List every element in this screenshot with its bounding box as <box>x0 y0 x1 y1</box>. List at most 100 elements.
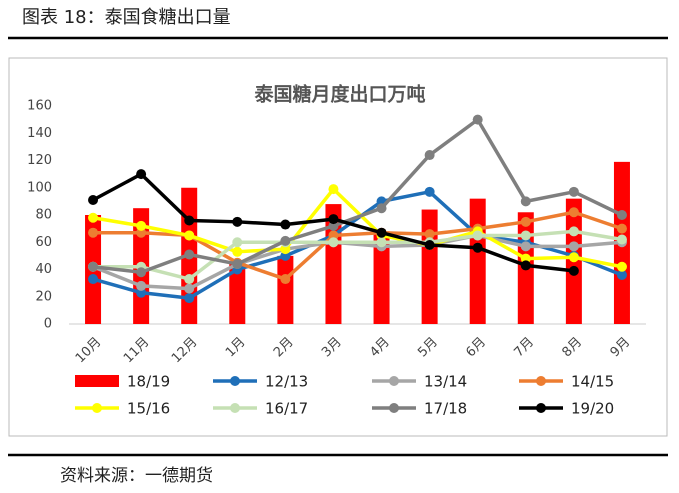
point <box>424 150 435 161</box>
point <box>424 239 435 250</box>
point <box>328 184 339 195</box>
point <box>136 280 147 291</box>
point <box>184 215 195 226</box>
x-tick-label: 7月 <box>511 335 537 361</box>
point <box>520 230 531 241</box>
x-tick-label: 12月 <box>169 335 200 366</box>
legend-label: 15/16 <box>127 400 170 418</box>
point <box>472 114 483 125</box>
legend-label: 18/19 <box>127 373 170 391</box>
series-line <box>93 229 623 281</box>
point <box>376 227 387 238</box>
point <box>472 242 483 253</box>
point <box>88 261 99 272</box>
point <box>520 260 531 271</box>
point <box>568 265 579 276</box>
legend-swatch <box>230 403 240 413</box>
point <box>328 214 339 225</box>
point <box>184 249 195 260</box>
point <box>88 227 99 238</box>
point <box>328 237 339 248</box>
point <box>616 261 627 272</box>
point <box>568 241 579 252</box>
point <box>568 226 579 237</box>
bar <box>421 209 438 324</box>
point <box>616 210 627 220</box>
point <box>424 186 435 197</box>
point <box>520 216 531 227</box>
point <box>232 237 243 248</box>
bar <box>469 198 486 324</box>
point <box>616 269 627 280</box>
x-tick-label: 10月 <box>73 335 104 366</box>
y-tick-label: 100 <box>27 180 52 195</box>
point <box>520 241 531 252</box>
point <box>88 212 99 223</box>
source: 资料来源：一德期货 <box>60 466 213 486</box>
x-tick-label: 8月 <box>560 335 586 361</box>
y-tick-label: 0 <box>44 317 52 332</box>
x-tick-label: 6月 <box>463 335 489 361</box>
point <box>184 230 195 241</box>
legend-label: 16/17 <box>265 400 308 418</box>
legend-swatch <box>389 403 399 413</box>
legend-label: 17/18 <box>424 400 467 418</box>
point <box>568 207 579 218</box>
series-line <box>92 117 623 274</box>
legend-swatch <box>230 376 240 386</box>
bar <box>277 255 294 324</box>
bar <box>229 262 246 324</box>
point <box>184 274 195 285</box>
point <box>88 274 99 285</box>
point <box>280 219 291 230</box>
point <box>616 234 627 245</box>
y-tick-label: 20 <box>35 289 52 304</box>
point <box>232 216 243 227</box>
series-line <box>92 233 623 291</box>
point <box>280 235 291 246</box>
bar <box>373 231 390 324</box>
point <box>376 237 387 248</box>
y-tick-label: 40 <box>35 262 52 277</box>
legend-label: 13/14 <box>424 373 467 391</box>
point <box>184 293 195 304</box>
x-tick-label: 2月 <box>271 335 297 361</box>
point <box>88 195 99 206</box>
point <box>616 223 627 234</box>
legend-label: 19/20 <box>571 400 614 418</box>
legend-swatch <box>92 403 102 413</box>
point <box>136 220 147 231</box>
x-tick-label: 9月 <box>608 335 634 361</box>
point <box>232 259 243 270</box>
chart-frame <box>8 57 668 437</box>
legend-label: 14/15 <box>571 373 614 391</box>
x-tick-label: 3月 <box>319 335 345 361</box>
legend-label: 12/13 <box>265 373 308 391</box>
y-tick-label: 120 <box>27 153 52 168</box>
legend-swatch <box>536 376 546 386</box>
legend-swatch <box>536 403 546 413</box>
point <box>568 186 579 197</box>
header: 图表 18：泰国食糖出口量 <box>22 7 231 28</box>
point <box>376 203 387 214</box>
chart-title: 泰国糖月度出口万吨 <box>253 83 425 106</box>
point <box>136 169 147 180</box>
x-tick-label: 5月 <box>415 335 441 361</box>
point <box>232 246 243 257</box>
point <box>472 230 483 241</box>
y-tick-label: 80 <box>35 208 52 223</box>
x-tick-label: 11月 <box>121 335 152 366</box>
point <box>520 196 531 207</box>
point <box>136 267 147 278</box>
x-tick-label: 4月 <box>367 335 393 361</box>
y-tick-label: 160 <box>27 99 52 114</box>
legend-swatch <box>75 375 119 387</box>
y-tick-label: 60 <box>35 235 52 250</box>
x-tick-label: 1月 <box>223 335 249 361</box>
legend-swatch <box>389 376 399 386</box>
point <box>184 283 195 294</box>
point <box>568 252 579 263</box>
point <box>280 274 291 285</box>
y-tick-label: 140 <box>27 126 52 141</box>
